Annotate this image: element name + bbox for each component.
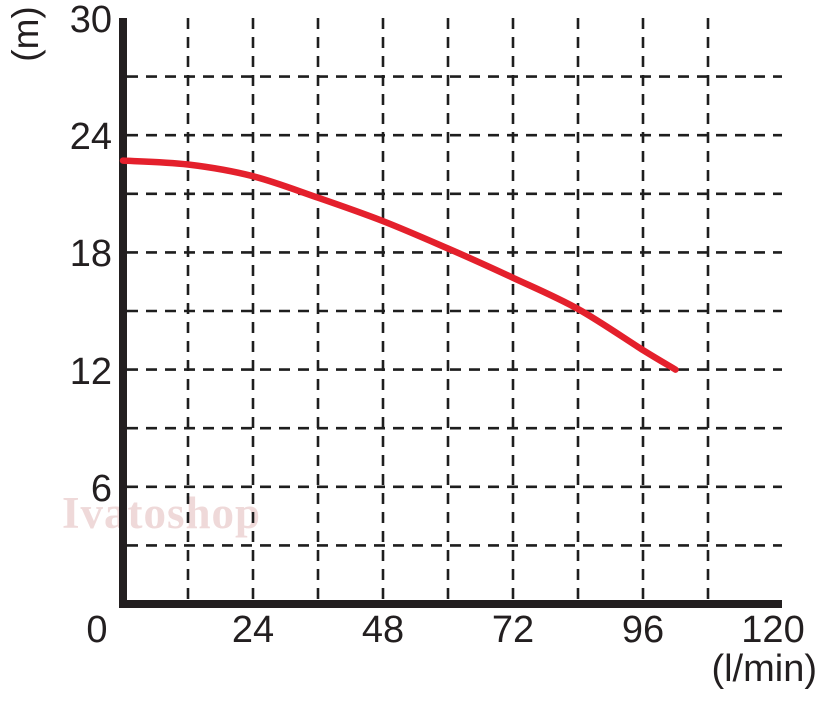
pump-head-curve [119,157,679,373]
y-tick-label: 18 [69,233,112,276]
y-tick-label: 24 [69,116,112,159]
x-tick-label: 48 [361,609,405,651]
x-axis-unit-label: (l/min) [711,648,817,690]
y-tick-label: 6 [90,467,112,510]
x-tick-label: 0 [86,609,108,651]
x-tick-label: 24 [231,609,275,651]
y-tick-label: 30 [69,0,112,41]
x-tick-label: 72 [491,609,535,651]
x-tick-label: 96 [621,609,665,651]
y-tick-label: 12 [69,350,112,393]
x-tick-label: 120 [741,609,805,651]
watermark-text: Ivatoshop [62,488,262,538]
